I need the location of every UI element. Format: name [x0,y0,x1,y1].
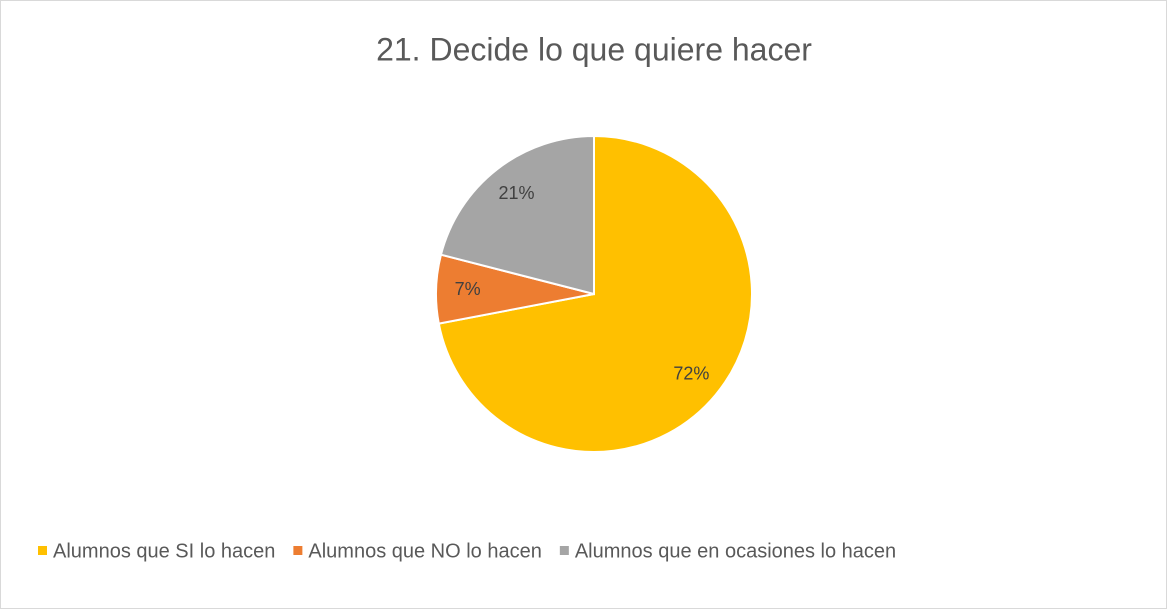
data-label: 72% [673,363,709,383]
legend-label: Alumnos que SI lo hacen [53,540,275,562]
legend-marker [559,546,569,555]
data-label: 7% [455,279,481,299]
legend-marker [38,546,47,555]
legend-label: Alumnos que en ocasiones lo hacen [575,540,896,562]
legend-marker [293,546,303,555]
data-label: 21% [499,183,535,203]
legend-label: Alumnos que NO lo hacen [308,540,541,562]
pie-slice [437,134,753,453]
pie-slice [439,134,595,296]
chart-title: 21. Decide lo que quiere hacer [376,31,812,67]
